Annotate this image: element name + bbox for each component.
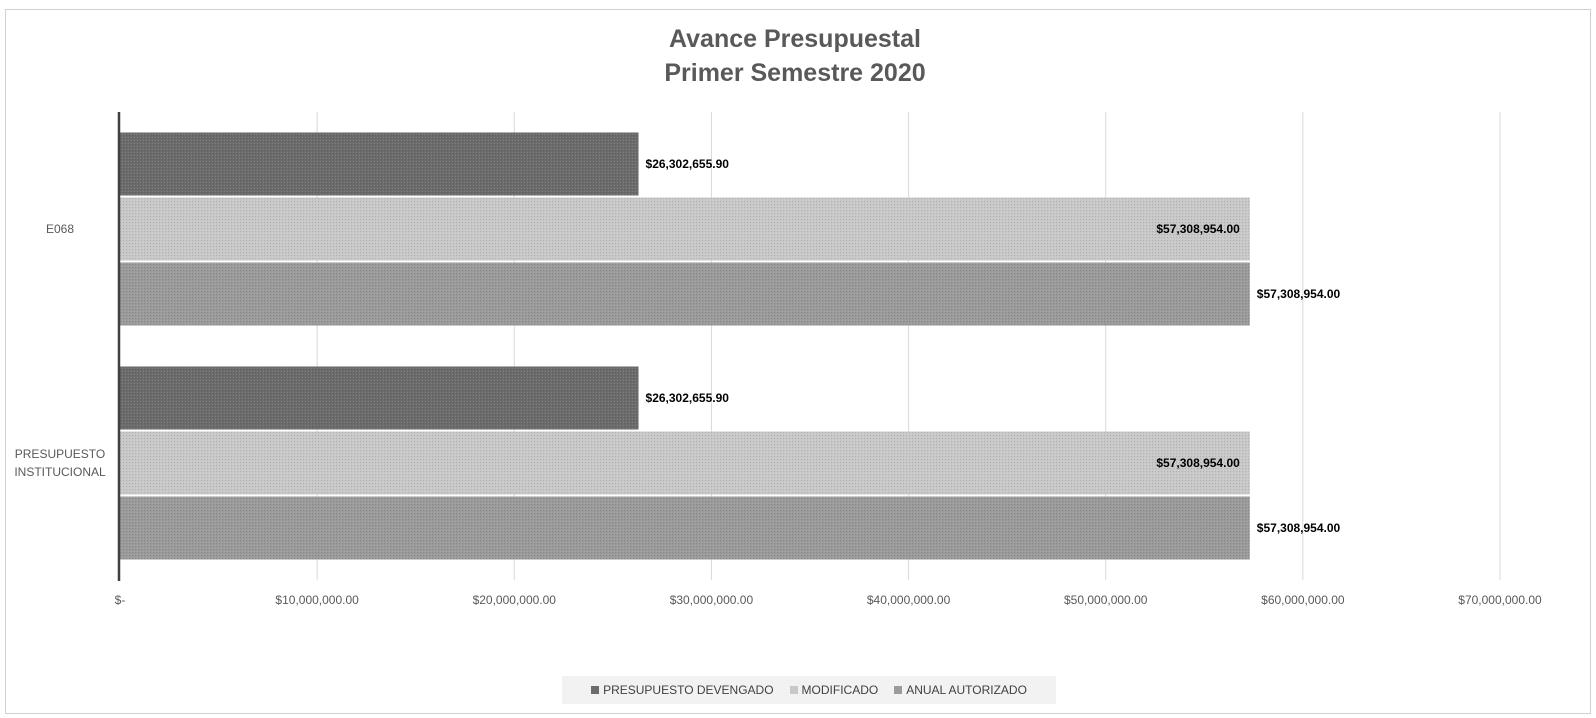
- x-tick-label: $30,000,000.00: [670, 593, 754, 607]
- bar-texture: [120, 197, 1250, 261]
- legend: PRESUPUESTO DEVENGADO MODIFICADO ANUAL AUT…: [562, 676, 1056, 704]
- category-label: E068: [46, 222, 74, 236]
- bar-texture: [120, 262, 1250, 326]
- chart-subtitle: Primer Semestre 2020: [664, 59, 926, 87]
- legend-swatch: [894, 686, 903, 694]
- bar-texture: [120, 431, 1250, 495]
- bars: [120, 132, 1250, 560]
- labels: $- $10,000,000.00 $20,000,000.00 $30,000,00…: [14, 157, 1542, 607]
- legend-item: MODIFICADO: [789, 683, 879, 697]
- legend-swatch: [789, 686, 798, 694]
- legend-item: PRESUPUESTO DEVENGADO: [591, 683, 774, 697]
- chart-title: Avance Presupuestal Primer Semestre 2020: [0, 22, 1590, 90]
- legend-item: ANUAL AUTORIZADO: [894, 683, 1027, 697]
- data-label: $57,308,954.00: [1257, 287, 1341, 301]
- bar-texture: [120, 132, 639, 196]
- category-label: PRESUPUESTO: [15, 447, 105, 461]
- chart-title-line1: Avance Presupuestal: [669, 25, 921, 53]
- category-label: INSTITUCIONAL: [14, 465, 106, 479]
- chart-frame: [5, 9, 1591, 714]
- data-label: $57,308,954.00: [1156, 222, 1240, 236]
- data-label: $26,302,655.90: [646, 391, 730, 405]
- legend-label: MODIFICADO: [801, 683, 879, 697]
- x-tick-label: $20,000,000.00: [473, 593, 557, 607]
- x-tick-label: $50,000,000.00: [1064, 593, 1148, 607]
- legend-label: PRESUPUESTO DEVENGADO: [603, 683, 774, 697]
- data-label: $57,308,954.00: [1257, 521, 1341, 535]
- bar-texture: [120, 496, 1250, 560]
- x-tick-label: $40,000,000.00: [867, 593, 951, 607]
- x-tick-label: $10,000,000.00: [275, 593, 359, 607]
- data-label: $26,302,655.90: [646, 157, 730, 171]
- x-tick-label: $70,000,000.00: [1458, 593, 1542, 607]
- data-label: $57,308,954.00: [1156, 456, 1240, 470]
- bar-texture: [120, 366, 639, 430]
- x-tick-label: $60,000,000.00: [1261, 593, 1345, 607]
- legend-label: ANUAL AUTORIZADO: [906, 683, 1027, 697]
- legend-swatch: [591, 686, 600, 694]
- x-tick-label: $-: [115, 593, 126, 607]
